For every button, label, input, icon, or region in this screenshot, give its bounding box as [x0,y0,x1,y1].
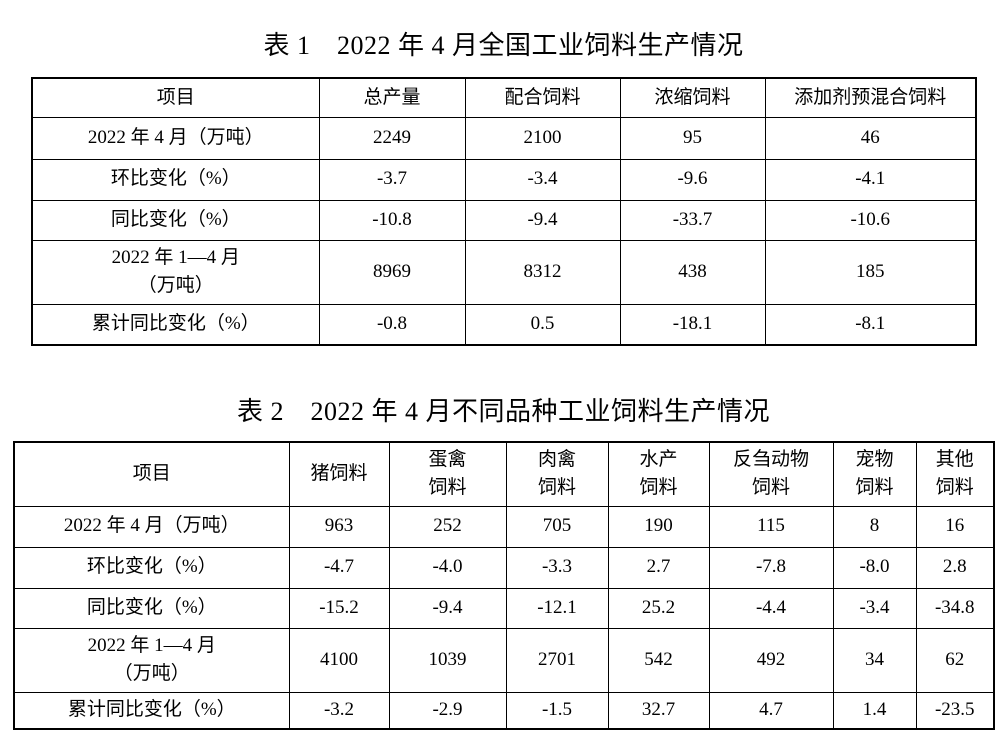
value-cell: -8.1 [764,303,977,346]
table-row: 同比变化（%） -10.8 -9.4 -33.7 -10.6 [31,199,977,241]
value-cell: -4.7 [288,546,390,589]
table1-header-compound-feed: 配合饲料 [464,77,621,118]
value-cell: 2.8 [915,546,995,589]
table-row: 同比变化（%） -15.2 -9.4 -12.1 25.2 -4.4 -3.4 … [13,587,995,629]
value-cell: 115 [708,505,834,548]
table1-header-row: 项目 总产量 配合饲料 浓缩饲料 添加剂预混合饲料 [31,77,977,118]
table2-title: 表 2 2022 年 4 月不同品种工业饲料生产情况 [236,397,770,426]
value-cell: 963 [288,505,390,548]
value-cell: 32.7 [607,691,710,730]
value-cell: -3.2 [288,691,390,730]
value-cell: -2.9 [388,691,507,730]
value-cell: -3.4 [464,158,621,201]
value-cell: 190 [607,505,710,548]
value-cell: -34.8 [915,587,995,629]
value-cell: 438 [619,239,766,305]
table2-row-label-mom-change: 环比变化（%） [13,546,290,589]
value-cell: 542 [607,627,710,693]
value-cell: -3.7 [318,158,466,201]
value-cell: -10.6 [764,199,977,241]
value-cell: 62 [915,627,995,693]
table1-header-additive-premix-feed: 添加剂预混合饲料 [764,77,977,118]
value-cell: 95 [619,116,766,160]
table2-header-item: 项目 [13,441,290,507]
table2-row-label-yoy-change: 同比变化（%） [13,587,290,629]
value-cell: -33.7 [619,199,766,241]
table1-row-label-mom-change: 环比变化（%） [31,158,320,201]
value-cell: -8.0 [832,546,917,589]
value-cell: -9.4 [464,199,621,241]
value-cell: 4100 [288,627,390,693]
table1-row-label-cumulative-yoy: 累计同比变化（%） [31,303,320,346]
table1-header-total-output: 总产量 [318,77,466,118]
table2-header-egg-poultry-feed: 蛋禽 饲料 [388,441,507,507]
value-cell: 16 [915,505,995,548]
value-cell: 185 [764,239,977,305]
table2-header-row: 项目 猪饲料 蛋禽 饲料 肉禽 饲料 水产 饲料 反刍动物 饲料 宠物 饲料 其… [13,441,995,507]
value-cell: -4.0 [388,546,507,589]
value-cell: 25.2 [607,587,710,629]
value-cell: 46 [764,116,977,160]
table2-header-pig-feed: 猪饲料 [288,441,390,507]
table2-header-ruminant-feed: 反刍动物 饲料 [708,441,834,507]
value-cell: -15.2 [288,587,390,629]
table2-row-label-april-output: 2022 年 4 月（万吨） [13,505,290,548]
value-cell: 8969 [318,239,466,305]
table2-header-meat-poultry-feed: 肉禽 饲料 [505,441,609,507]
value-cell: 2701 [505,627,609,693]
table2-row-label-cumulative-yoy: 累计同比变化（%） [13,691,290,730]
table1-title: 表 1 2022 年 4 月全国工业饲料生产情况 [263,31,744,60]
table-row: 累计同比变化（%） -0.8 0.5 -18.1 -8.1 [31,303,977,346]
table2: 项目 猪饲料 蛋禽 饲料 肉禽 饲料 水产 饲料 反刍动物 饲料 宠物 饲料 其… [13,441,995,730]
value-cell: 0.5 [464,303,621,346]
table-row: 2022 年 4 月（万吨） 2249 2100 95 46 [31,116,977,160]
table2-header-pet-feed: 宠物 饲料 [832,441,917,507]
value-cell: 4.7 [708,691,834,730]
value-cell: -4.1 [764,158,977,201]
table-row: 环比变化（%） -4.7 -4.0 -3.3 2.7 -7.8 -8.0 2.8 [13,546,995,589]
value-cell: -3.3 [505,546,609,589]
value-cell: 8 [832,505,917,548]
table-row: 2022 年 1—4 月 （万吨） 8969 8312 438 185 [31,239,977,305]
value-cell: -10.8 [318,199,466,241]
value-cell: 2249 [318,116,466,160]
table1-row-label-yoy-change: 同比变化（%） [31,199,320,241]
value-cell: -4.4 [708,587,834,629]
table2-header-aquatic-feed: 水产 饲料 [607,441,710,507]
value-cell: -12.1 [505,587,609,629]
value-cell: -1.5 [505,691,609,730]
table-row: 2022 年 4 月（万吨） 963 252 705 190 115 8 16 [13,505,995,548]
value-cell: -9.4 [388,587,507,629]
value-cell: -3.4 [832,587,917,629]
table-row: 环比变化（%） -3.7 -3.4 -9.6 -4.1 [31,158,977,201]
value-cell: -23.5 [915,691,995,730]
value-cell: -7.8 [708,546,834,589]
table1-header-item: 项目 [31,77,320,118]
table1-row-label-april-output: 2022 年 4 月（万吨） [31,116,320,160]
value-cell: 2.7 [607,546,710,589]
table-row: 累计同比变化（%） -3.2 -2.9 -1.5 32.7 4.7 1.4 -2… [13,691,995,730]
value-cell: 34 [832,627,917,693]
value-cell: -0.8 [318,303,466,346]
value-cell: 1.4 [832,691,917,730]
table2-header-other-feed: 其他 饲料 [915,441,995,507]
value-cell: 252 [388,505,507,548]
value-cell: 2100 [464,116,621,160]
value-cell: 8312 [464,239,621,305]
table1: 项目 总产量 配合饲料 浓缩饲料 添加剂预混合饲料 2022 年 4 月（万吨）… [31,77,977,346]
value-cell: 1039 [388,627,507,693]
table-row: 2022 年 1—4 月 （万吨） 4100 1039 2701 542 492… [13,627,995,693]
value-cell: -9.6 [619,158,766,201]
value-cell: -18.1 [619,303,766,346]
value-cell: 492 [708,627,834,693]
table2-row-label-jan-apr-output: 2022 年 1—4 月 （万吨） [13,627,290,693]
table1-row-label-jan-apr-output: 2022 年 1—4 月 （万吨） [31,239,320,305]
value-cell: 705 [505,505,609,548]
table1-header-concentrate-feed: 浓缩饲料 [619,77,766,118]
